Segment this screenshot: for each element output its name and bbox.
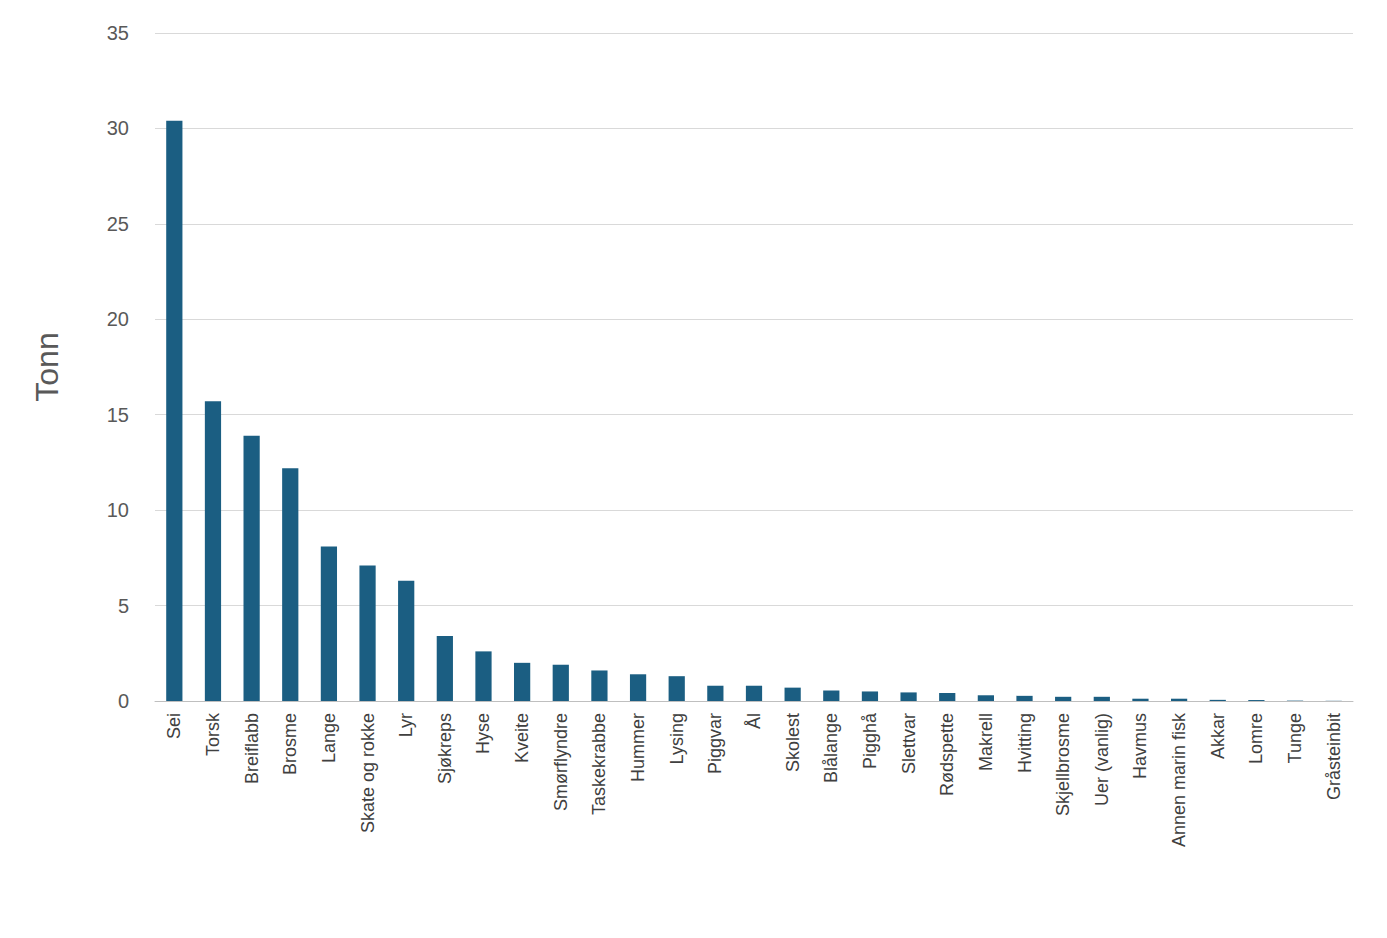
svg-text:Gråsteinbit: Gråsteinbit — [1324, 713, 1344, 800]
svg-text:Taskekrabbe: Taskekrabbe — [589, 713, 609, 815]
svg-text:Piggvar: Piggvar — [705, 713, 725, 774]
svg-text:0: 0 — [118, 690, 129, 712]
svg-text:Smørflyndre: Smørflyndre — [551, 713, 571, 811]
svg-text:10: 10 — [107, 499, 129, 521]
svg-text:Tunge: Tunge — [1285, 713, 1305, 763]
svg-text:35: 35 — [107, 22, 129, 44]
svg-text:Hyse: Hyse — [473, 713, 493, 754]
svg-text:Brosme: Brosme — [280, 713, 300, 775]
svg-text:Hvitting: Hvitting — [1015, 713, 1035, 773]
svg-text:Hummer: Hummer — [628, 713, 648, 782]
svg-text:Lomre: Lomre — [1246, 713, 1266, 764]
svg-text:Skjellbrosme: Skjellbrosme — [1053, 713, 1073, 816]
svg-text:Blålange: Blålange — [821, 713, 841, 783]
svg-text:25: 25 — [107, 213, 129, 235]
svg-text:Akkar: Akkar — [1208, 713, 1228, 759]
svg-text:Pigghå: Pigghå — [860, 712, 880, 769]
svg-text:Tonn: Tonn — [29, 332, 65, 401]
svg-text:Havmus: Havmus — [1130, 713, 1150, 779]
svg-text:Lysing: Lysing — [667, 713, 687, 764]
svg-text:Uer (vanlig): Uer (vanlig) — [1092, 713, 1112, 806]
svg-text:Sjøkreps: Sjøkreps — [435, 713, 455, 784]
svg-text:Torsk: Torsk — [203, 712, 223, 756]
svg-text:Lange: Lange — [319, 713, 339, 763]
svg-text:5: 5 — [118, 595, 129, 617]
svg-text:Sei: Sei — [164, 713, 184, 739]
svg-text:Slettvar: Slettvar — [899, 713, 919, 774]
svg-text:Kveite: Kveite — [512, 713, 532, 763]
svg-text:20: 20 — [107, 308, 129, 330]
svg-text:Ål: Ål — [744, 713, 764, 729]
svg-text:Lyr: Lyr — [396, 713, 416, 737]
svg-text:Breiflabb: Breiflabb — [242, 713, 262, 784]
svg-text:Makrell: Makrell — [976, 713, 996, 771]
svg-text:Annen marin fisk: Annen marin fisk — [1169, 712, 1189, 847]
svg-text:Skate og rokke: Skate og rokke — [358, 713, 378, 833]
svg-text:Rødspette: Rødspette — [937, 713, 957, 796]
svg-text:Skolest: Skolest — [783, 713, 803, 772]
svg-text:30: 30 — [107, 117, 129, 139]
svg-text:15: 15 — [107, 404, 129, 426]
